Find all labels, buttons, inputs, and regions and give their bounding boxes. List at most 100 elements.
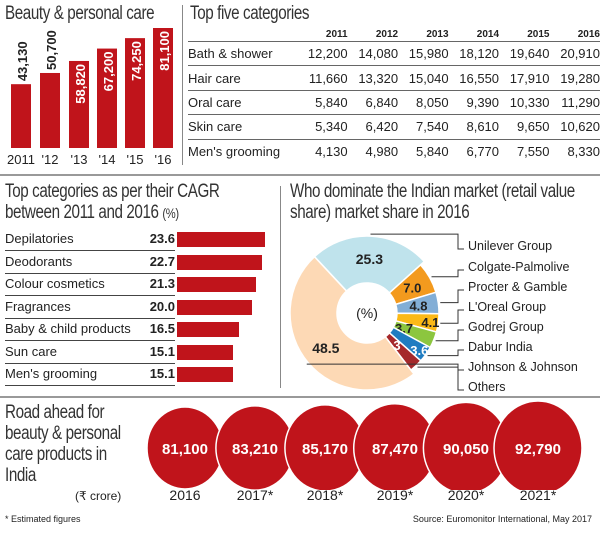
table-row: Oral care 5,840 6,840 8,050 9,390 10,330 11,29… bbox=[188, 89, 600, 115]
cagr-unit: (%) bbox=[162, 205, 179, 221]
legend-label-johnson-johnson: Johnson & Johnson bbox=[468, 360, 578, 374]
slice-value-label: 48.5 bbox=[312, 340, 339, 356]
cagr-row: Men's grooming 15.1 bbox=[5, 363, 175, 386]
column-header: 2015 bbox=[527, 28, 550, 40]
category-label: Fragrances bbox=[5, 298, 71, 314]
cagr-bar bbox=[177, 322, 239, 337]
row-label: Hair care bbox=[188, 65, 298, 91]
cagr-bar bbox=[177, 344, 234, 360]
table-row: Hair care 11,660 13,320 15,040 16,550 17,910 1… bbox=[188, 65, 600, 91]
column-header: 2014 bbox=[476, 28, 500, 40]
cagr-bar bbox=[177, 367, 234, 382]
cagr-bar bbox=[177, 299, 252, 315]
category-label: Baby & child products bbox=[5, 321, 131, 336]
cagr-value: 15.1 bbox=[149, 343, 175, 359]
table-cell: 15,040 bbox=[398, 65, 449, 91]
table-cell: 5,840 bbox=[398, 138, 449, 163]
table-cell: 18,120 bbox=[448, 40, 500, 66]
divider bbox=[280, 186, 281, 388]
legend-label-others: Others bbox=[468, 380, 506, 394]
year-label: 2018* bbox=[306, 487, 344, 503]
x-tick-label: '12 bbox=[42, 152, 59, 167]
category-label: Colour cosmetics bbox=[5, 276, 105, 291]
leader-line bbox=[431, 269, 464, 278]
table-cell: 10,330 bbox=[499, 89, 550, 115]
year-label: 2017* bbox=[236, 487, 274, 503]
footnote: * Estimated figures bbox=[5, 514, 81, 524]
bubble-value: 90,050 bbox=[443, 441, 489, 458]
legend-label-l-oreal-group: L'Oreal Group bbox=[468, 300, 547, 314]
bubble-value: 92,790 bbox=[515, 441, 561, 458]
cagr-row: Colour cosmetics 21.3 bbox=[5, 273, 175, 296]
table-row: Men's grooming 4,130 4,980 5,840 6,770 7,550 8… bbox=[188, 138, 600, 163]
table-cell: 9,390 bbox=[448, 89, 500, 115]
bar bbox=[69, 60, 89, 149]
table-cell: 8,610 bbox=[448, 114, 500, 140]
bar bbox=[97, 48, 117, 148]
table-cell: 10,620 bbox=[549, 114, 600, 140]
leader-line bbox=[435, 329, 464, 342]
source: Source: Euromonitor International, May 2… bbox=[412, 514, 592, 524]
table-cell: 13,320 bbox=[347, 65, 399, 91]
cagr-title-text: Top categories as per their CAGR between… bbox=[5, 181, 220, 223]
cagr-bar bbox=[177, 277, 257, 292]
table-cell: 17,910 bbox=[499, 65, 550, 91]
bubble-value: 85,170 bbox=[302, 441, 348, 458]
row-label: Oral care bbox=[188, 89, 298, 115]
x-tick-label: '16 bbox=[155, 152, 172, 167]
slice-value-label: 7.0 bbox=[403, 281, 421, 296]
slice-value-label: 25.3 bbox=[356, 251, 383, 267]
cagr-value: 22.7 bbox=[149, 253, 175, 269]
table-cell: 16,550 bbox=[448, 65, 500, 91]
leader-line bbox=[427, 349, 464, 357]
legend-label-godrej-group: Godrej Group bbox=[468, 320, 544, 334]
column-header: 2011 bbox=[325, 28, 348, 40]
x-tick-label: '15 bbox=[127, 152, 144, 167]
leader-line bbox=[370, 233, 464, 250]
bar-value-label: 58,820 bbox=[73, 64, 88, 104]
cagr-value: 15.1 bbox=[149, 366, 175, 381]
legend-label-dabur-india: Dabur India bbox=[468, 340, 533, 354]
cagr-title: Top categories as per their CAGR between… bbox=[5, 181, 269, 224]
forecast-bubbles: 81,100 83,210 85,170 87,470 90,050 92,790 bbox=[146, 400, 583, 490]
cagr-value: 21.3 bbox=[149, 276, 175, 291]
table-cell: 9,650 bbox=[499, 114, 550, 140]
cagr-value: 16.5 bbox=[149, 321, 175, 336]
table-row: Bath & shower 12,200 14,080 15,980 18,120 19,… bbox=[188, 40, 600, 66]
slice-value-label: 3.6 bbox=[410, 343, 428, 358]
table-cell: 12,200 bbox=[297, 40, 348, 66]
year-label: 2020* bbox=[447, 487, 485, 503]
legend-label-colgate-palmolive: Colgate-Palmolive bbox=[468, 260, 570, 274]
road-ahead-title: Road ahead for beauty & personal care pr… bbox=[5, 402, 121, 486]
category-label: Men's grooming bbox=[5, 366, 98, 381]
annual-bar-chart: 43,130 2011 50,700 '12 58,820 '13 67,200 '14 74,… bbox=[7, 28, 173, 167]
table-cell: 11,660 bbox=[297, 65, 348, 91]
table-cell: 8,050 bbox=[398, 89, 449, 115]
category-label: Deodorants bbox=[5, 253, 73, 269]
leader-line bbox=[306, 363, 464, 391]
year-label: 2019* bbox=[376, 487, 414, 503]
bar-value-label: 81,100 bbox=[157, 31, 172, 71]
table-cell: 20,910 bbox=[549, 40, 600, 66]
bubble-value: 83,210 bbox=[232, 441, 278, 458]
cagr-bar bbox=[177, 232, 266, 247]
cagr-bar bbox=[177, 254, 262, 270]
column-header: 2016 bbox=[577, 28, 600, 40]
bar bbox=[40, 72, 60, 148]
table-cell: 7,550 bbox=[499, 138, 550, 163]
leader-line bbox=[440, 289, 464, 304]
legend-label-unilever-group: Unilever Group bbox=[468, 239, 553, 253]
row-label: Bath & shower bbox=[188, 40, 298, 66]
category-label: Sun care bbox=[5, 343, 58, 359]
table-cell: 7,540 bbox=[398, 114, 449, 140]
divider bbox=[0, 396, 600, 398]
leader-line bbox=[440, 309, 464, 324]
forecast-bubble bbox=[493, 400, 583, 490]
row-label: Skin care bbox=[188, 114, 298, 140]
cagr-row: Baby & child products 16.5 bbox=[5, 318, 175, 341]
slice-value-label: 4.8 bbox=[409, 299, 427, 314]
pie-title: Who dominate the Indian market (retail v… bbox=[290, 181, 575, 223]
leader-line bbox=[417, 366, 464, 371]
cagr-row: Depilatories 23.6 bbox=[5, 228, 175, 251]
